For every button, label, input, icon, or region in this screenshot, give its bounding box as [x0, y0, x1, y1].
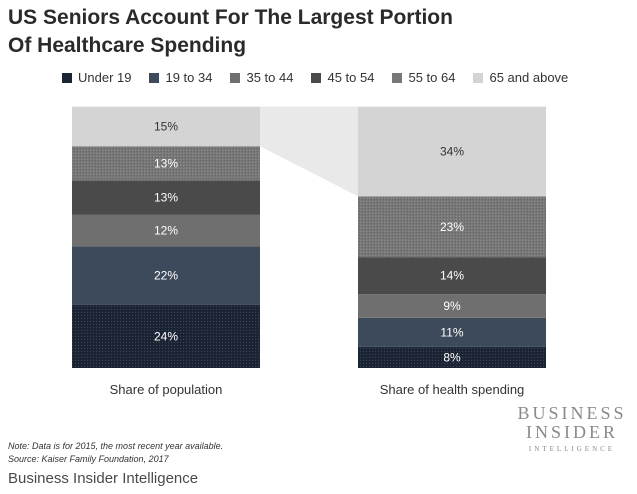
note-text: Note: Data is for 2015, the most recent …: [8, 441, 224, 451]
bar-segment-55-to-64-share-of-health-spending-texture: [358, 196, 546, 258]
chart-title: US Seniors Account For The Largest Porti…: [8, 6, 453, 57]
bar-segment-65-and-above-share-of-health-spending: [358, 106, 546, 197]
bar-segment-under-19-share-of-population-texture: [72, 304, 260, 368]
legend-item-45-to-54: 45 to 54: [311, 70, 374, 85]
legend-label: 45 to 54: [327, 70, 375, 85]
legend-swatch: [149, 72, 160, 83]
chart-notes: Note: Data is for 2015, the most recent …: [8, 440, 223, 466]
legend-label: Under 19: [78, 70, 132, 85]
legend-item-under-19: Under 19: [62, 70, 131, 85]
category-label: Share of population: [110, 382, 223, 397]
series-connector-band: [260, 106, 358, 197]
bar-segment-35-to-44-share-of-health-spending: [358, 294, 546, 318]
bar-segment-19-to-34-share-of-population: [72, 246, 260, 305]
data-label: 8%: [443, 350, 461, 364]
legend-item-65-and-above: 65 and above: [473, 70, 568, 85]
bar-segment-55-to-64-share-of-population-texture: [72, 146, 260, 181]
logo-word-insider: INSIDER: [526, 422, 618, 442]
legend-label: 35 to 44: [246, 70, 294, 85]
data-label: 12%: [154, 224, 178, 238]
legend-swatch: [473, 72, 484, 83]
logo-word-intelligence: INTELLIGENCE: [528, 445, 616, 453]
data-label: 15%: [154, 119, 178, 133]
bar-segment-35-to-44-share-of-population: [72, 214, 260, 247]
legend-swatch: [392, 72, 403, 83]
legend-label: 19 to 34: [165, 70, 213, 85]
bar-segment-45-to-54-share-of-population: [72, 180, 260, 215]
data-label: 13%: [154, 191, 178, 205]
data-label: 34%: [440, 145, 464, 159]
category-label: Share of health spending: [380, 382, 525, 397]
source-text: Source: Kaiser Family Foundation, 2017: [8, 454, 169, 464]
legend-item-35-to-44: 35 to 44: [230, 70, 293, 85]
legend-swatch: [230, 72, 241, 83]
footer-brand: Business Insider Intelligence: [8, 470, 199, 487]
legend-swatch: [311, 72, 322, 83]
bar-segment-45-to-54-share-of-health-spending: [358, 257, 546, 295]
data-label: 11%: [440, 325, 463, 339]
bar-segment-19-to-34-share-of-health-spending: [358, 317, 546, 347]
legend-label: 65 and above: [489, 70, 569, 85]
data-label: 13%: [154, 156, 178, 170]
legend-item-55-to-64: 55 to 64: [392, 70, 455, 85]
bar-segment-under-19-share-of-health-spending-texture: [358, 346, 546, 368]
data-label: 9%: [443, 299, 461, 313]
legend-item-19-to-34: 19 to 34: [149, 70, 212, 85]
legend-swatch: [62, 72, 72, 83]
data-label: 23%: [440, 220, 464, 234]
data-label: 24%: [154, 329, 178, 343]
logo-word-business: BUSINESS: [517, 403, 627, 423]
legend-label: 55 to 64: [408, 70, 456, 85]
data-label: 22%: [154, 269, 178, 283]
bar-segment-65-and-above-share-of-population: [72, 106, 260, 147]
data-label: 14%: [440, 269, 464, 283]
business-insider-logo: BUSINESS INSIDER INTELLIGENCE: [516, 403, 628, 454]
chart-legend: Under 19 19 to 34 35 to 44 45 to 54 55 to 64…: [62, 70, 568, 85]
